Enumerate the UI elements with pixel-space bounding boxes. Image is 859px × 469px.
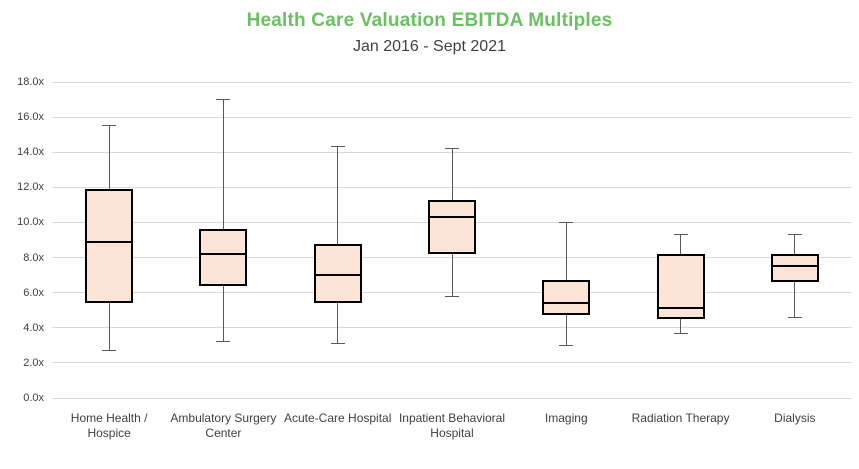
iqr-box — [542, 280, 591, 316]
chart-title: Health Care Valuation EBITDA Multiples — [246, 10, 613, 31]
gridline — [52, 362, 852, 364]
whisker-cap-top — [787, 234, 802, 236]
whisker-cap-bottom — [559, 344, 574, 346]
y-axis-tick-label: 4.0x — [23, 321, 44, 334]
chart-subtitle: Jan 2016 - Sept 2021 — [352, 38, 506, 55]
gridline — [52, 327, 852, 329]
iqr-box — [428, 199, 476, 255]
y-axis-tick-label: 10.0x — [17, 216, 44, 229]
median-line — [656, 307, 705, 310]
median-line — [542, 302, 591, 305]
median-line — [85, 240, 134, 243]
iqr-box — [85, 189, 134, 304]
whisker-cap-bottom — [673, 332, 688, 334]
median-line — [199, 253, 248, 256]
whisker-line — [222, 99, 224, 342]
x-axis-category-label: Inpatient Behavioral Hospital — [398, 411, 506, 440]
whisker-cap-bottom — [445, 295, 459, 297]
whisker-cap-bottom — [330, 343, 345, 345]
iqr-box — [313, 243, 362, 304]
y-axis-tick-label: 18.0x — [17, 76, 44, 88]
x-axis-category-label: Dialysis — [774, 411, 816, 425]
y-axis-tick-label: 2.0x — [23, 356, 44, 369]
whisker-cap-top — [445, 148, 459, 150]
whisker-cap-top — [559, 221, 574, 223]
median-line — [428, 216, 476, 219]
plot-area — [52, 81, 852, 399]
whisker-cap-top — [102, 125, 117, 127]
y-axis-tick-label: 8.0x — [23, 251, 44, 264]
y-axis-tick-label: 16.0x — [17, 111, 44, 124]
whisker-cap-top — [330, 146, 345, 148]
whisker-cap-top — [673, 234, 688, 236]
gridline — [52, 116, 852, 118]
iqr-box — [199, 229, 248, 286]
y-axis-tick-label: 0.0x — [23, 392, 44, 404]
y-axis-tick-label: 6.0x — [23, 286, 44, 299]
iqr-box — [770, 254, 819, 283]
gridline — [52, 397, 852, 399]
whisker-cap-bottom — [102, 350, 117, 352]
whisker-cap-bottom — [787, 316, 802, 318]
x-axis-category-label: Ambulatory Surgery Center — [170, 411, 277, 440]
median-line — [770, 265, 819, 268]
whisker-cap-top — [216, 99, 231, 101]
gridline — [52, 81, 852, 83]
x-axis-category-label: Home Health / Hospice — [70, 411, 148, 440]
x-axis-category-label: Imaging — [544, 411, 588, 425]
median-line — [313, 274, 362, 277]
x-axis-category-label: Acute-Care Hospital — [284, 411, 392, 425]
whisker-cap-bottom — [216, 341, 231, 343]
y-axis-tick-label: 12.0x — [17, 181, 44, 194]
x-axis-category-label: Radiation Therapy — [631, 411, 730, 425]
y-axis-tick-label: 14.0x — [17, 146, 44, 159]
